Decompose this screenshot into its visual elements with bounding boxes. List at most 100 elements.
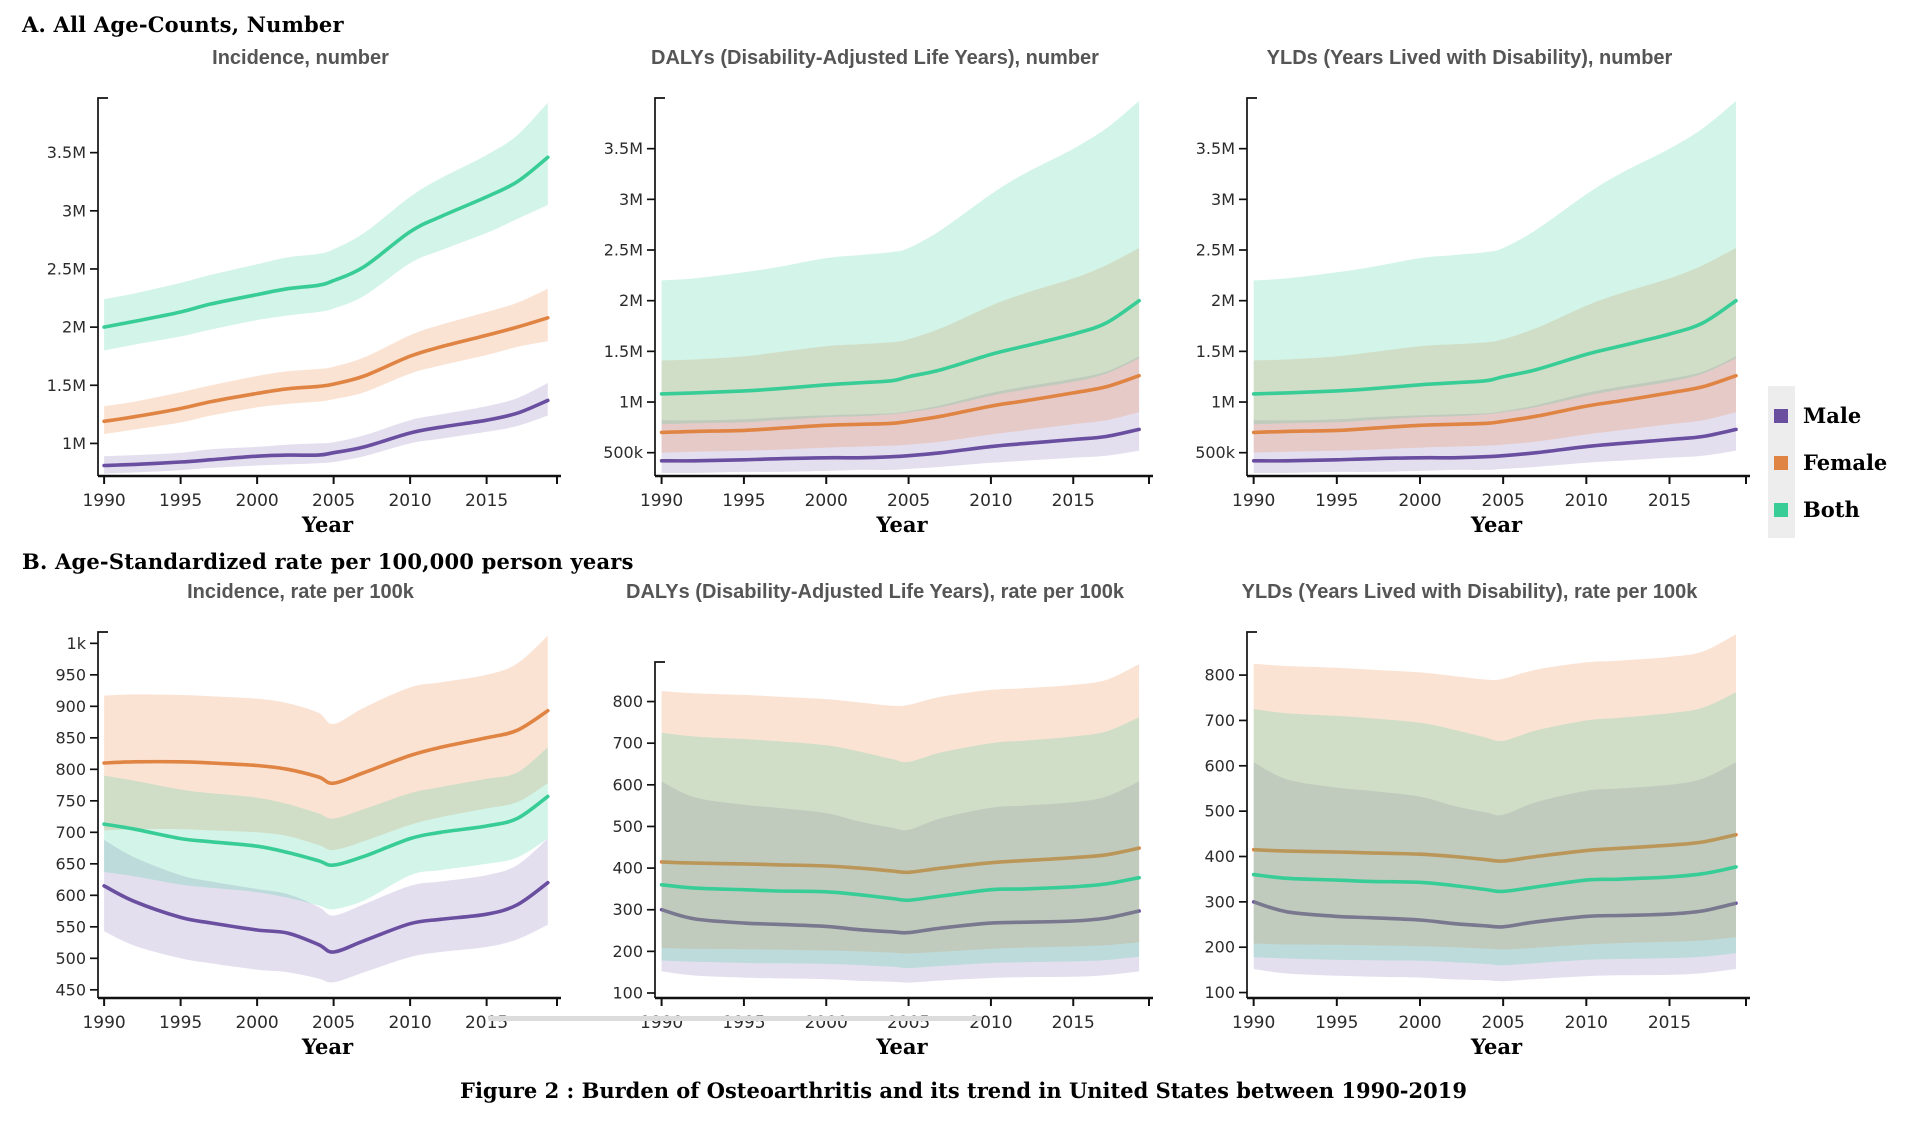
svg-text:1995: 1995 (722, 491, 765, 511)
svg-text:Year: Year (1470, 512, 1523, 537)
legend-label: Both (1803, 497, 1860, 522)
svg-text:400: 400 (612, 859, 643, 878)
svg-text:600: 600 (1204, 756, 1235, 775)
row-a-charts: Incidence, number 1M 1.5M 2M 2.5M 3M 3.5M 1990… (28, 44, 1762, 538)
svg-text:700: 700 (55, 823, 86, 842)
chart-incidence-rate: Incidence, rate per 100k 450 500 550 600 650… (28, 578, 573, 1060)
svg-text:2015: 2015 (1052, 491, 1095, 511)
dalys-number-plot: 500k 1M 1.5M 2M 2.5M 3M 3.5M 1990 1995 2000 2005 20… (603, 97, 1153, 537)
svg-text:800: 800 (1204, 666, 1235, 685)
svg-text:3.5M: 3.5M (47, 143, 86, 162)
svg-text:2005: 2005 (312, 491, 355, 511)
both-color-swatch-icon (1774, 502, 1788, 517)
legend-label: Female (1803, 450, 1888, 475)
section-a-heading: A. All Age-Counts, Number (22, 12, 344, 37)
legend-item-female: Female (1768, 439, 1887, 486)
svg-text:3.5M: 3.5M (604, 139, 643, 158)
svg-text:300: 300 (1204, 892, 1235, 911)
svg-text:1995: 1995 (1315, 1013, 1358, 1033)
svg-text:3.5M: 3.5M (1196, 139, 1235, 158)
svg-text:2005: 2005 (887, 491, 930, 511)
svg-text:400: 400 (1204, 847, 1235, 866)
svg-text:2010: 2010 (1565, 1013, 1608, 1033)
svg-text:1M: 1M (1211, 393, 1235, 412)
svg-text:900: 900 (55, 697, 86, 716)
svg-text:600: 600 (612, 775, 643, 794)
chart-title: YLDs (Years Lived with Disability), rate… (1241, 581, 1698, 603)
chart-incidence-number: Incidence, number 1M 1.5M 2M 2.5M 3M 3.5M 1990… (28, 44, 573, 538)
svg-text:300: 300 (612, 900, 643, 919)
svg-text:2M: 2M (1211, 291, 1235, 310)
svg-text:950: 950 (55, 665, 86, 684)
svg-text:200: 200 (612, 942, 643, 961)
chart-dalys-rate: DALYs (Disability-Adjusted Life Years), … (585, 578, 1165, 1060)
chart-dalys-number: DALYs (Disability-Adjusted Life Years), … (585, 44, 1165, 538)
svg-text:450: 450 (55, 980, 86, 999)
row-b-charts: Incidence, rate per 100k 450 500 550 600 650… (28, 578, 1762, 1060)
svg-text:2M: 2M (62, 318, 86, 337)
svg-text:2000: 2000 (805, 491, 848, 511)
svg-text:2000: 2000 (1398, 491, 1441, 511)
svg-text:650: 650 (55, 854, 86, 873)
svg-text:500: 500 (612, 817, 643, 836)
svg-text:Year: Year (875, 512, 928, 537)
svg-text:1990: 1990 (1232, 491, 1275, 511)
svg-text:2M: 2M (619, 291, 643, 310)
svg-text:2005: 2005 (1482, 1013, 1525, 1033)
svg-text:550: 550 (55, 917, 86, 936)
svg-text:Year: Year (301, 512, 354, 537)
svg-text:500k: 500k (1195, 443, 1236, 462)
svg-text:100: 100 (1204, 983, 1235, 1002)
chart-title: DALYs (Disability-Adjusted Life Years), … (651, 47, 1099, 69)
svg-text:2.5M: 2.5M (1196, 241, 1235, 260)
svg-text:100: 100 (612, 984, 643, 1003)
incidence-rate-plot: 450 500 550 600 650 700 750 800 850 900 950 1k 1990 1… (55, 631, 561, 1059)
svg-text:700: 700 (1204, 711, 1235, 730)
ylds-rate-plot: 100 200 300 400 500 600 700 800 1990 1995 2000 2005… (1204, 631, 1750, 1059)
svg-text:Year: Year (301, 1034, 354, 1059)
svg-text:1995: 1995 (159, 491, 202, 511)
svg-text:1990: 1990 (82, 1013, 125, 1033)
chart-ylds-rate: YLDs (Years Lived with Disability), rate… (1177, 578, 1762, 1060)
svg-text:1995: 1995 (1315, 491, 1358, 511)
svg-text:800: 800 (55, 760, 86, 779)
chart-ylds-number: YLDs (Years Lived with Disability), numb… (1177, 44, 1762, 538)
svg-text:2000: 2000 (235, 491, 278, 511)
svg-text:1M: 1M (619, 393, 643, 412)
svg-text:750: 750 (55, 791, 86, 810)
svg-text:2000: 2000 (1398, 1013, 1441, 1033)
svg-text:800: 800 (612, 692, 643, 711)
svg-text:1k: 1k (67, 634, 87, 653)
svg-text:2005: 2005 (312, 1013, 355, 1033)
chart-title: YLDs (Years Lived with Disability), numb… (1266, 47, 1673, 69)
svg-text:500k: 500k (603, 443, 644, 462)
svg-text:Year: Year (1470, 1034, 1523, 1059)
svg-text:1.5M: 1.5M (47, 376, 86, 395)
figure-caption: Figure 2 : Burden of Osteoarthritis and … (460, 1078, 1467, 1103)
svg-text:2000: 2000 (235, 1013, 278, 1033)
incidence-number-plot: 1M 1.5M 2M 2.5M 3M 3.5M 1990 1995 2000 2005 2010 20… (47, 97, 561, 537)
svg-text:1M: 1M (62, 434, 86, 453)
svg-text:2005: 2005 (1482, 491, 1525, 511)
svg-text:2010: 2010 (969, 491, 1012, 511)
chart-title: Incidence, number (212, 47, 389, 69)
svg-text:500: 500 (55, 949, 86, 968)
svg-text:2010: 2010 (388, 1013, 431, 1033)
legend-label: Male (1803, 403, 1862, 428)
legend: Male Female Both (1768, 386, 1887, 538)
svg-text:Year: Year (875, 1034, 928, 1059)
svg-text:2015: 2015 (1052, 1013, 1095, 1033)
svg-text:600: 600 (55, 886, 86, 905)
svg-text:2015: 2015 (465, 491, 508, 511)
svg-text:1990: 1990 (1232, 1013, 1275, 1033)
svg-text:700: 700 (612, 734, 643, 753)
svg-text:1990: 1990 (640, 491, 683, 511)
svg-text:2.5M: 2.5M (47, 259, 86, 278)
section-b-heading: B. Age-Standardized rate per 100,000 per… (22, 549, 634, 574)
ylds-number-plot: 500k 1M 1.5M 2M 2.5M 3M 3.5M 1990 1995 2000 2005 20… (1195, 97, 1750, 537)
legend-item-both: Both (1768, 486, 1887, 533)
svg-text:200: 200 (1204, 938, 1235, 957)
male-color-swatch-icon (1774, 408, 1788, 423)
